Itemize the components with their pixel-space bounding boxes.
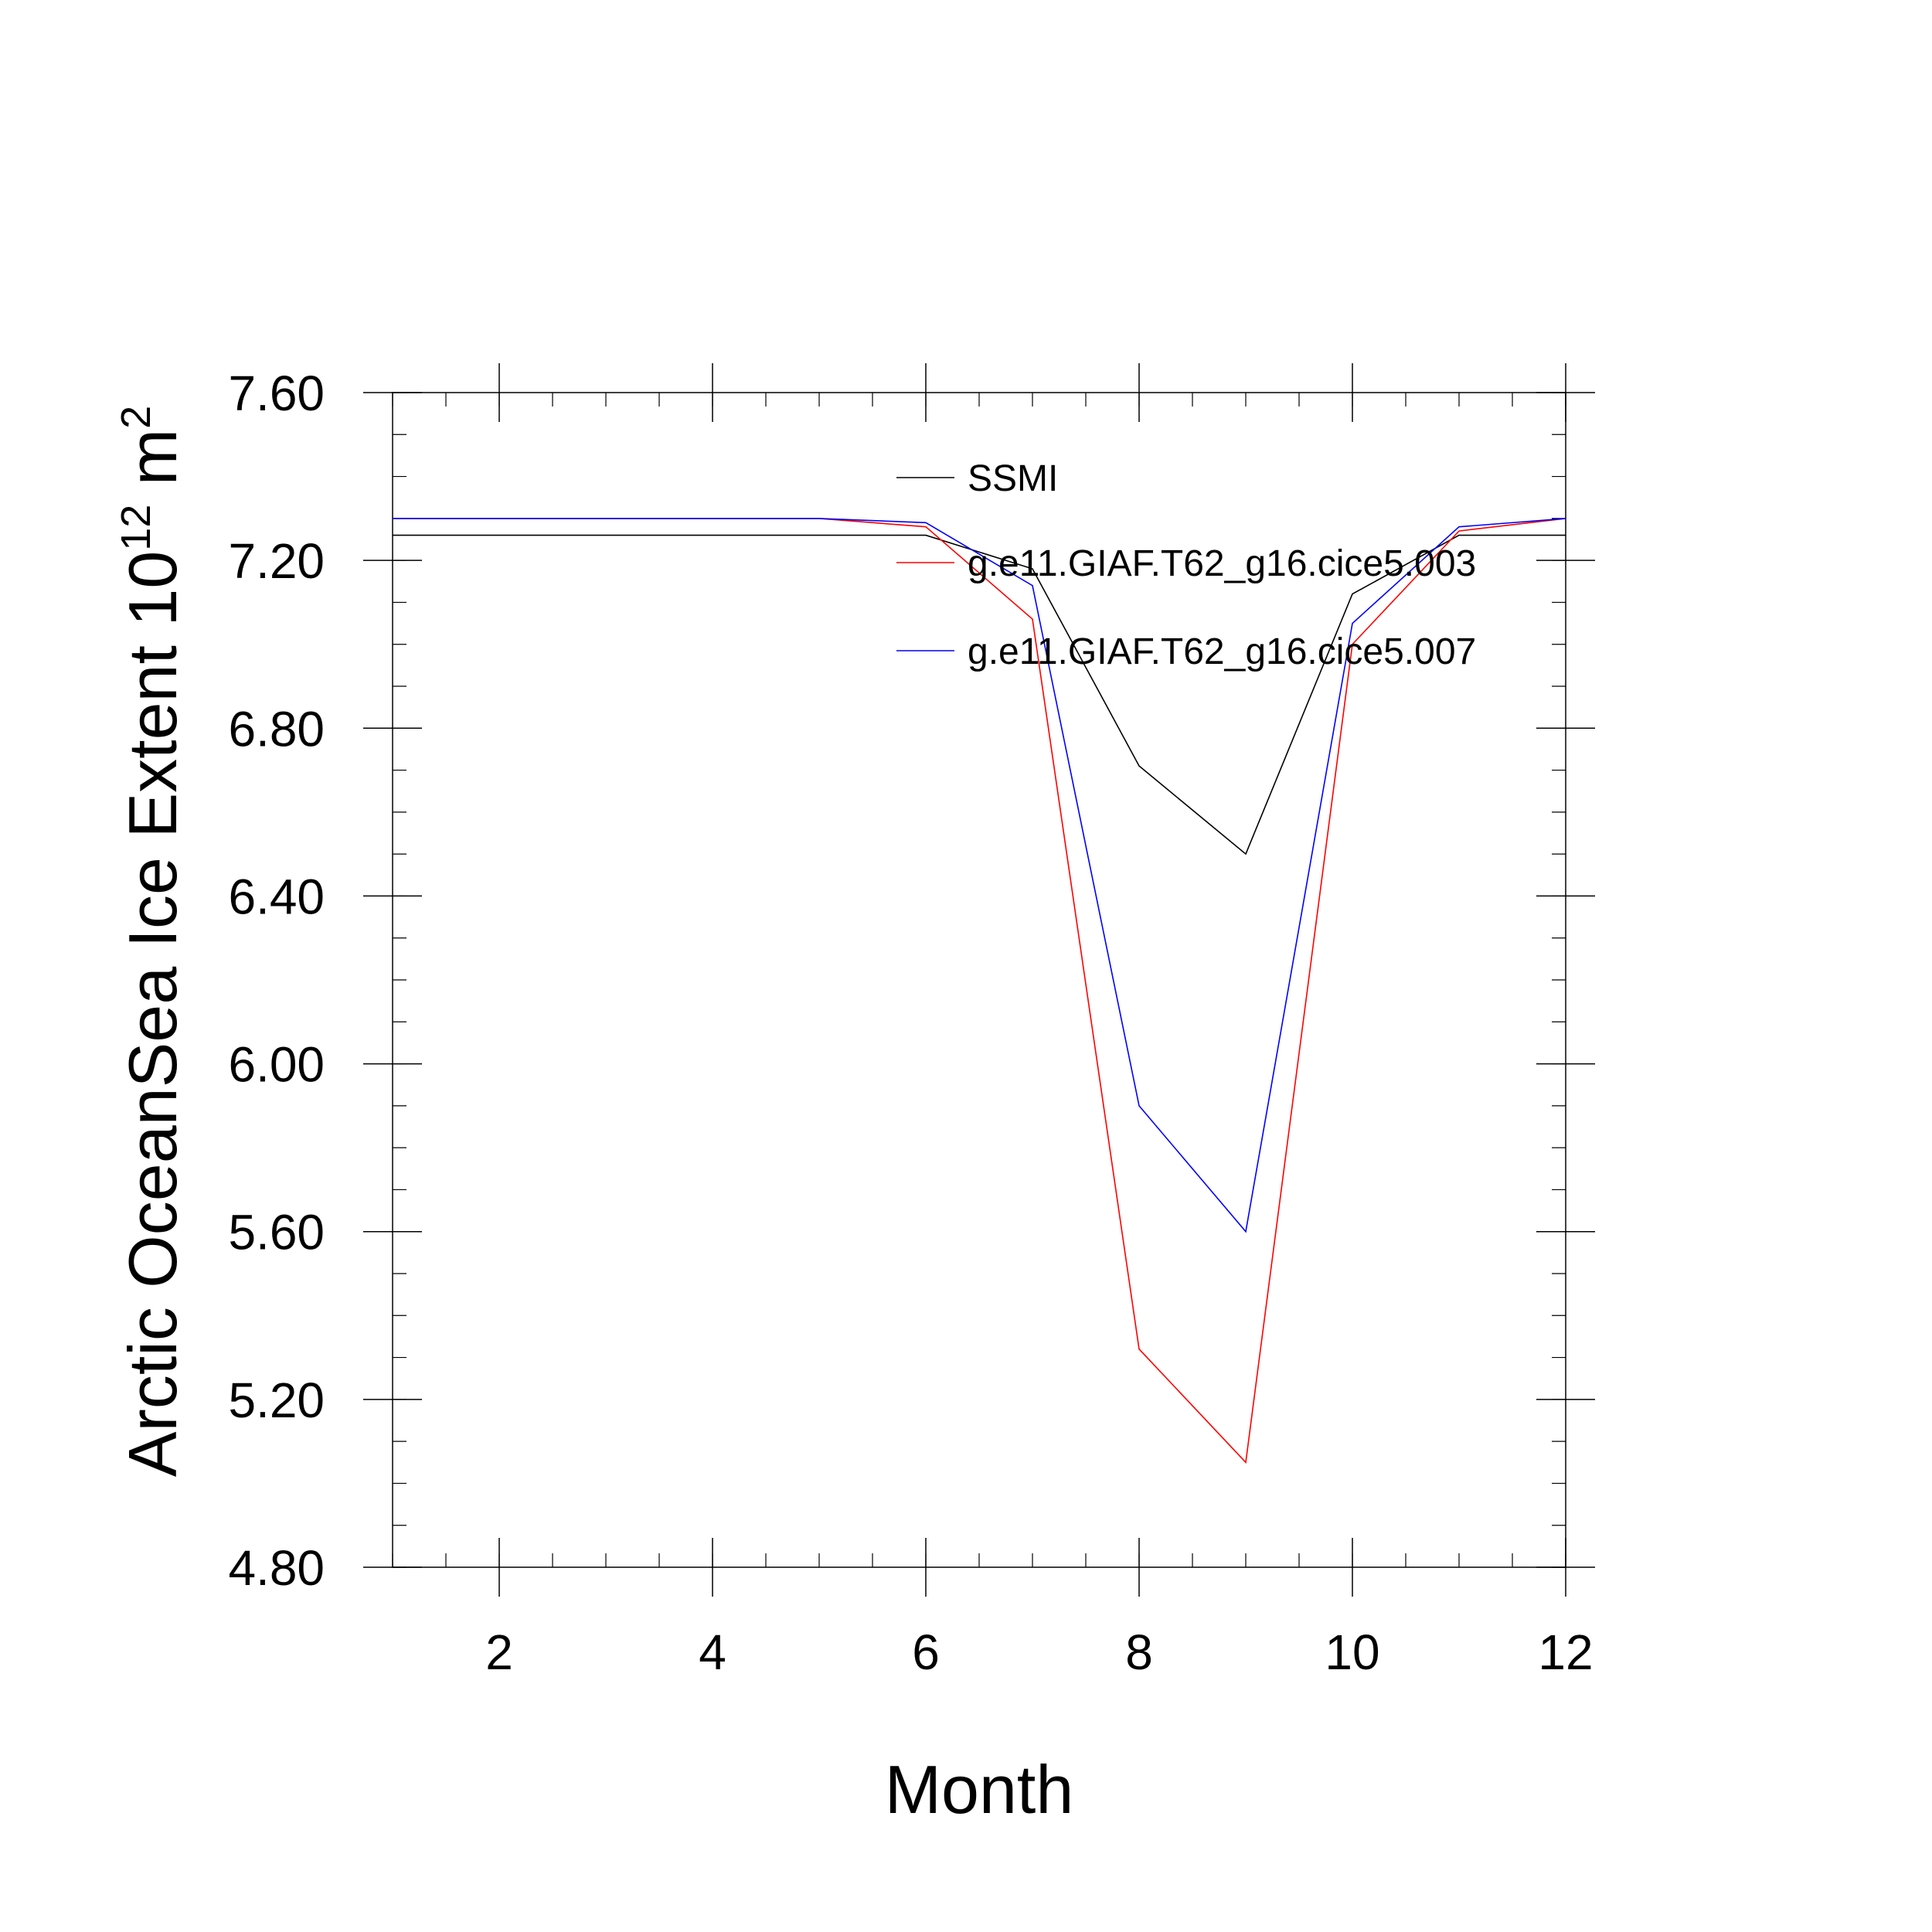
y-axis-title-text: Arctic OceanSea Ice Extent 10 — [114, 551, 191, 1477]
y-axis-title-unit-exponent: 2 — [113, 406, 159, 429]
x-tick-label: 8 — [1125, 1624, 1153, 1680]
x-axis-title: Month — [885, 1751, 1074, 1828]
legend-label: g.e11.GIAF.T62_g16.cice5.007 — [968, 631, 1476, 672]
x-tick-label: 4 — [699, 1624, 726, 1680]
legend-label: g.e11.GIAF.T62_g16.cice5.003 — [968, 543, 1476, 584]
y-tick-label: 7.20 — [228, 533, 325, 589]
x-tick-label: 12 — [1538, 1624, 1593, 1680]
series-lines — [393, 518, 1566, 1464]
legend-label: SSMI — [968, 458, 1058, 499]
x-tick-labels: 2 4 6 8 10 12 — [485, 1624, 1593, 1680]
y-axis-title-unit: m — [114, 429, 191, 505]
y-axis-title: Arctic OceanSea Ice Extent 1012 m2 — [113, 406, 191, 1477]
y-axis-title-exponent: 12 — [113, 505, 159, 551]
y-tick-label: 7.60 — [228, 366, 325, 421]
series-line — [393, 534, 1566, 855]
y-tick-label: 6.40 — [228, 869, 325, 924]
y-tick-label: 6.80 — [228, 701, 325, 757]
plot-frame — [392, 392, 1566, 1568]
y-tick-label: 5.20 — [228, 1372, 325, 1428]
series-line — [393, 518, 1566, 1233]
x-tick-label: 2 — [485, 1624, 513, 1680]
y-tick-label: 5.60 — [228, 1205, 325, 1260]
y-tick-labels: 4.80 5.20 5.60 6.00 6.40 6.80 7.20 7.60 — [228, 366, 325, 1596]
y-tick-label: 6.00 — [228, 1037, 325, 1093]
x-tick-label: 10 — [1325, 1624, 1379, 1680]
legend: SSMI g.e11.GIAF.T62_g16.cice5.003 g.e11.GI… — [896, 458, 1476, 672]
x-tick-label: 6 — [912, 1624, 940, 1680]
y-tick-label: 4.80 — [228, 1540, 325, 1596]
